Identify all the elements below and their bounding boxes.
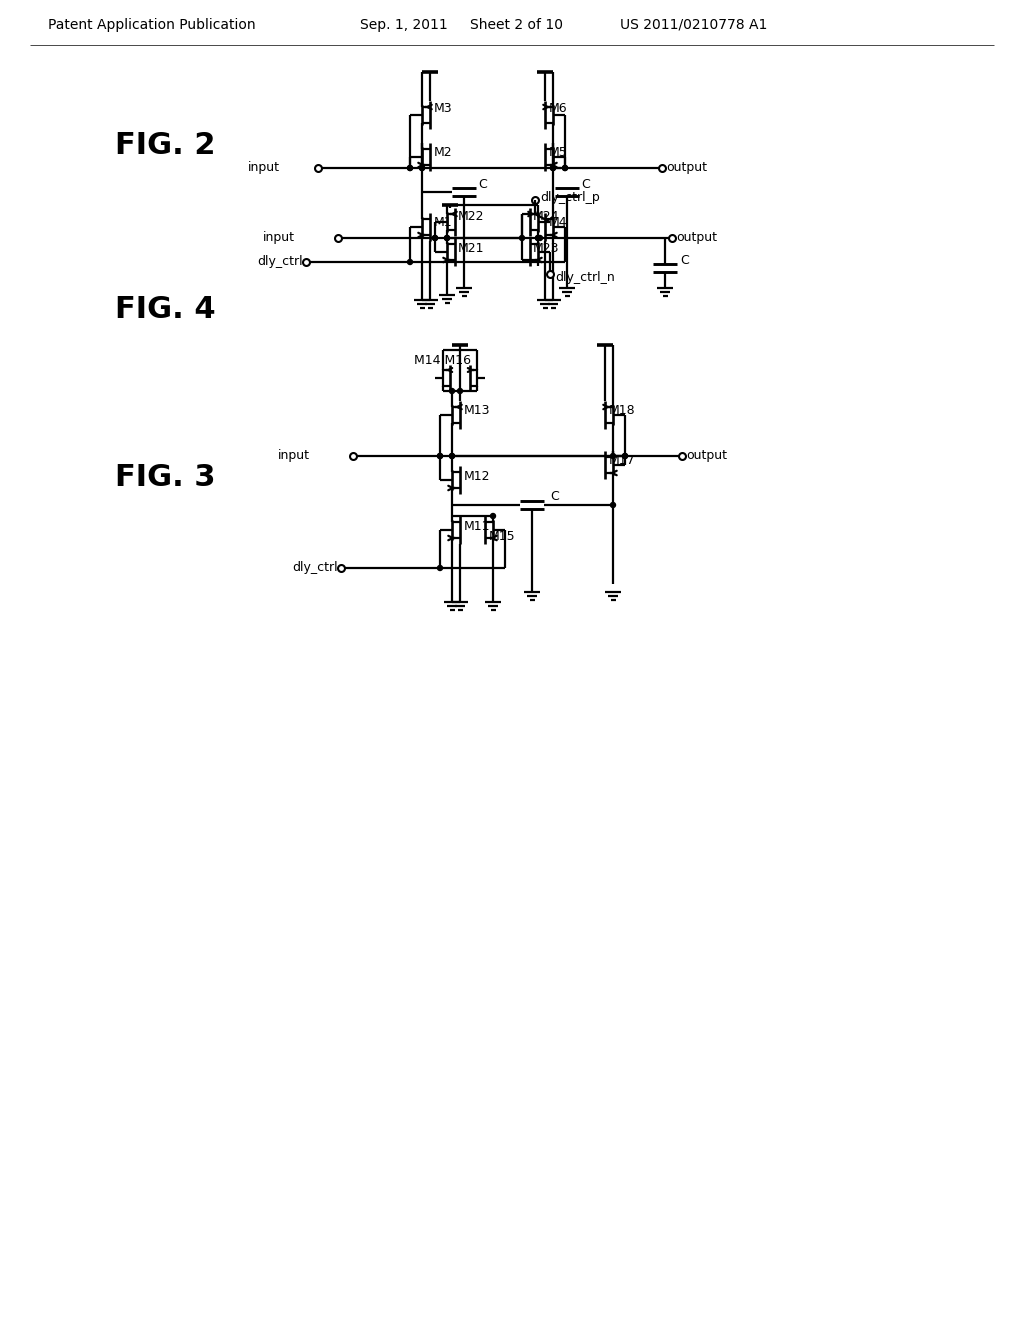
Text: input: input bbox=[263, 231, 295, 244]
Text: C: C bbox=[478, 177, 486, 190]
Text: FIG. 2: FIG. 2 bbox=[115, 131, 215, 160]
Text: M18: M18 bbox=[609, 404, 636, 417]
Text: M17: M17 bbox=[609, 454, 636, 467]
Text: M3: M3 bbox=[434, 103, 453, 116]
Circle shape bbox=[519, 235, 524, 240]
Circle shape bbox=[444, 235, 450, 240]
Circle shape bbox=[536, 235, 541, 240]
Text: M13: M13 bbox=[464, 404, 490, 417]
Circle shape bbox=[437, 454, 442, 458]
Circle shape bbox=[408, 165, 413, 170]
Text: M22: M22 bbox=[458, 210, 484, 223]
Text: output: output bbox=[686, 450, 727, 462]
Circle shape bbox=[420, 165, 425, 170]
Text: output: output bbox=[676, 231, 717, 244]
Text: Sep. 1, 2011: Sep. 1, 2011 bbox=[360, 18, 447, 32]
Circle shape bbox=[432, 235, 437, 240]
Circle shape bbox=[450, 454, 455, 458]
Circle shape bbox=[420, 165, 425, 170]
Text: M14 M16: M14 M16 bbox=[415, 354, 471, 367]
Text: M2: M2 bbox=[434, 147, 453, 160]
Circle shape bbox=[432, 235, 437, 240]
Text: M12: M12 bbox=[464, 470, 490, 483]
Circle shape bbox=[458, 388, 463, 393]
Text: output: output bbox=[666, 161, 707, 174]
Circle shape bbox=[551, 165, 555, 170]
Circle shape bbox=[444, 235, 450, 240]
Text: M15: M15 bbox=[489, 529, 516, 543]
Text: C: C bbox=[581, 177, 590, 190]
Text: M5: M5 bbox=[549, 147, 567, 160]
Text: dly_ctrl: dly_ctrl bbox=[293, 561, 338, 574]
Text: US 2011/0210778 A1: US 2011/0210778 A1 bbox=[620, 18, 767, 32]
Text: M11: M11 bbox=[464, 520, 490, 532]
Circle shape bbox=[562, 165, 567, 170]
Text: Patent Application Publication: Patent Application Publication bbox=[48, 18, 256, 32]
Text: Sheet 2 of 10: Sheet 2 of 10 bbox=[470, 18, 563, 32]
Circle shape bbox=[623, 454, 628, 458]
Text: M24: M24 bbox=[534, 210, 559, 223]
Circle shape bbox=[623, 454, 628, 458]
Circle shape bbox=[408, 260, 413, 264]
Circle shape bbox=[610, 454, 615, 458]
Circle shape bbox=[450, 454, 455, 458]
Text: dly_ctrl_n: dly_ctrl_n bbox=[555, 271, 614, 284]
Text: FIG. 4: FIG. 4 bbox=[115, 296, 216, 325]
Circle shape bbox=[610, 503, 615, 507]
Text: M21: M21 bbox=[458, 242, 484, 255]
Circle shape bbox=[437, 565, 442, 570]
Circle shape bbox=[490, 513, 496, 519]
Text: dly_ctrl_p: dly_ctrl_p bbox=[540, 191, 600, 205]
Text: input: input bbox=[248, 161, 280, 174]
Text: input: input bbox=[278, 450, 310, 462]
Circle shape bbox=[450, 388, 455, 393]
Text: dly_ctrl: dly_ctrl bbox=[257, 256, 303, 268]
Text: M1: M1 bbox=[434, 216, 453, 230]
Circle shape bbox=[408, 165, 413, 170]
Text: FIG. 3: FIG. 3 bbox=[115, 462, 215, 491]
Circle shape bbox=[551, 165, 555, 170]
Circle shape bbox=[437, 454, 442, 458]
Text: M23: M23 bbox=[534, 242, 559, 255]
Text: C: C bbox=[550, 491, 559, 503]
Circle shape bbox=[536, 235, 541, 240]
Circle shape bbox=[538, 235, 543, 240]
Text: C: C bbox=[680, 253, 689, 267]
Circle shape bbox=[562, 165, 567, 170]
Text: M6: M6 bbox=[549, 103, 567, 116]
Text: M4: M4 bbox=[549, 216, 567, 230]
